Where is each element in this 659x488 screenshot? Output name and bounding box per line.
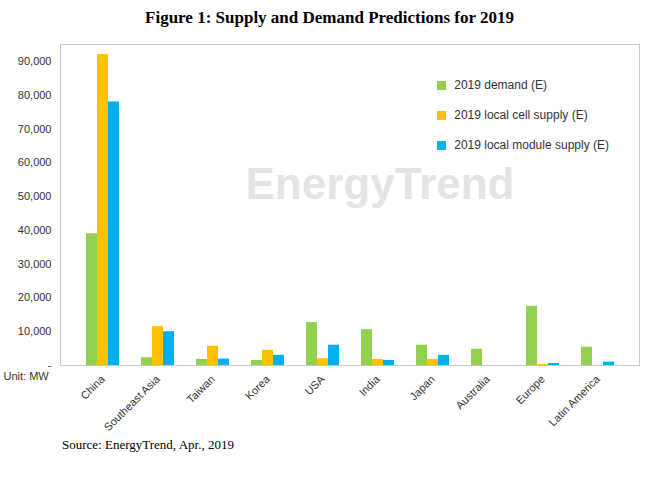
svg-text:Latin America: Latin America bbox=[546, 372, 602, 428]
svg-text:30,000: 30,000 bbox=[18, 258, 52, 270]
svg-text:10,000: 10,000 bbox=[18, 325, 52, 337]
svg-text:EnergyTrend: EnergyTrend bbox=[246, 159, 515, 208]
svg-text:Japan: Japan bbox=[407, 373, 437, 403]
html-text:Figure 1: Supply and Demand Pr: Figure 1: Supply and Demand Predictions … bbox=[145, 8, 514, 27]
svg-text:20,000: 20,000 bbox=[18, 291, 52, 303]
svg-text:China: China bbox=[78, 372, 107, 401]
svg-text:90,000: 90,000 bbox=[18, 55, 52, 67]
svg-text:USA: USA bbox=[302, 372, 327, 397]
svg-text:Australia: Australia bbox=[453, 372, 492, 411]
svg-text:Korea: Korea bbox=[243, 372, 273, 402]
html-text:2019 local module supply (E): 2019 local module supply (E) bbox=[454, 138, 609, 152]
svg-text:80,000: 80,000 bbox=[18, 89, 52, 101]
html-text:2019 demand (E): 2019 demand (E) bbox=[454, 78, 547, 92]
svg-text:Unit: MW: Unit: MW bbox=[4, 370, 50, 382]
svg-text:40,000: 40,000 bbox=[18, 224, 52, 236]
svg-text:50,000: 50,000 bbox=[18, 190, 52, 202]
svg-text:Taiwan: Taiwan bbox=[184, 373, 217, 406]
svg-text:60,000: 60,000 bbox=[18, 156, 52, 168]
svg-text:India: India bbox=[357, 372, 383, 398]
html-text:Source: EnergyTrend, Apr., 201: Source: EnergyTrend, Apr., 2019 bbox=[62, 437, 234, 452]
html-text:2019 local cell supply (E): 2019 local cell supply (E) bbox=[454, 108, 588, 122]
svg-text:70,000: 70,000 bbox=[18, 122, 52, 134]
svg-text:Southeast Asia: Southeast Asia bbox=[102, 372, 163, 433]
svg-text:Europe: Europe bbox=[513, 373, 547, 407]
